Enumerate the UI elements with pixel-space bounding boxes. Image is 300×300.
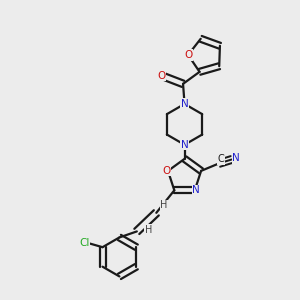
- Text: H: H: [160, 200, 167, 210]
- Text: O: O: [162, 166, 171, 176]
- Text: C: C: [217, 154, 224, 164]
- Text: Cl: Cl: [79, 238, 90, 248]
- Text: N: N: [181, 99, 188, 109]
- Text: N: N: [192, 185, 200, 195]
- Text: N: N: [181, 140, 188, 150]
- Text: O: O: [184, 50, 192, 60]
- Text: N: N: [232, 153, 240, 163]
- Text: H: H: [145, 225, 152, 235]
- Text: O: O: [157, 71, 165, 81]
